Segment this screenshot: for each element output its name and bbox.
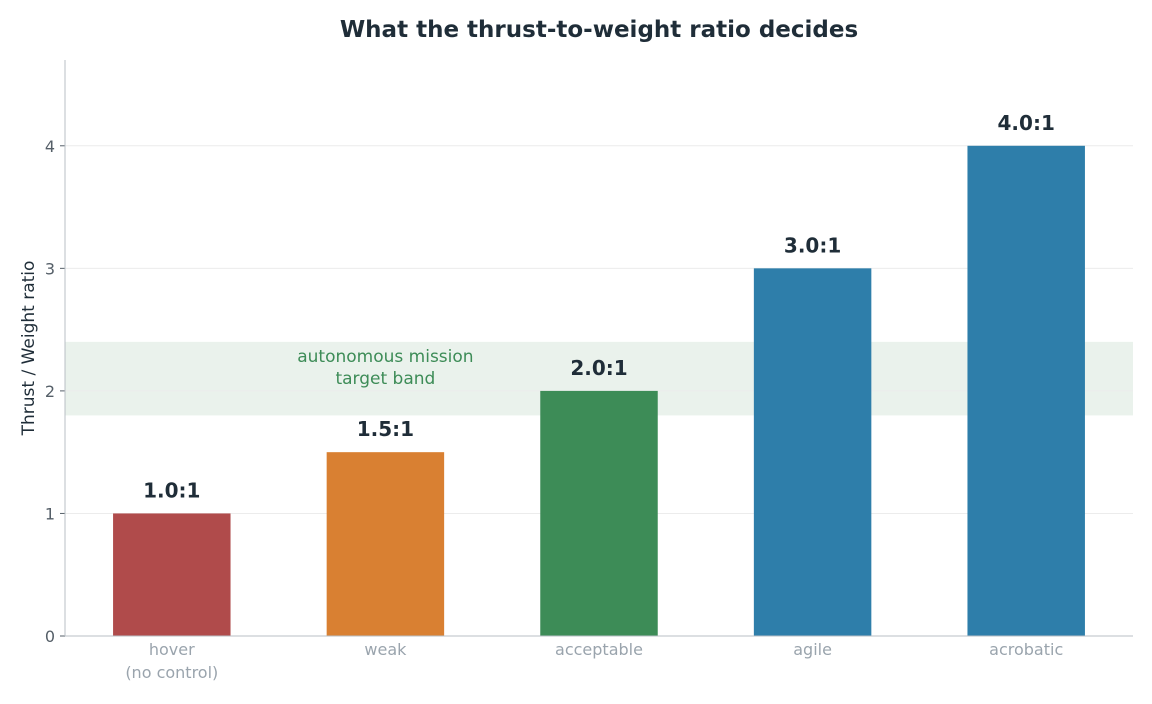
y-axis-label: Thrust / Weight ratio [19,261,39,437]
target-band-label: autonomous mission target band [297,347,473,389]
y-tick-label: 2 [45,382,55,401]
bar [326,452,445,636]
bar [540,390,658,636]
x-tick-label: agile [793,640,832,659]
x-tick-label: acceptable [555,640,643,659]
x-tick-label-line: agile [793,640,832,659]
data-label: 1.0:1 [143,478,200,502]
axes-layer [60,60,1133,637]
y-tick-label: 3 [45,259,55,278]
x-tick-label-line: hover [149,640,195,659]
data-label: 3.0:1 [784,233,841,257]
x-tick-label-line: acrobatic [989,640,1063,659]
bar [967,145,1085,636]
target-band-label-line: target band [335,369,435,389]
labels-layer: autonomous mission target band 0 1 2 3 4 1.0:1 h… [45,111,1063,682]
bar [113,513,231,636]
y-tick-label: 4 [45,137,55,156]
bar [753,268,872,636]
data-label: 1.5:1 [357,417,414,441]
x-tick-label-line: (no control) [125,663,218,682]
target-band-label-line: autonomous mission [297,347,473,367]
x-tick-label: weak [364,640,407,659]
data-label: 4.0:1 [998,111,1055,135]
y-tick-label: 1 [45,504,55,523]
x-tick-label-line: acceptable [555,640,643,659]
chart-title: What the thrust-to-weight ratio decides [340,17,858,43]
data-label: 2.0:1 [570,356,627,380]
x-tick-label: acrobatic [989,640,1063,659]
x-tick-label: hover (no control) [125,640,218,682]
y-tick-label: 0 [45,627,55,646]
x-tick-label-line: weak [364,640,407,659]
bars-layer [113,145,1085,636]
